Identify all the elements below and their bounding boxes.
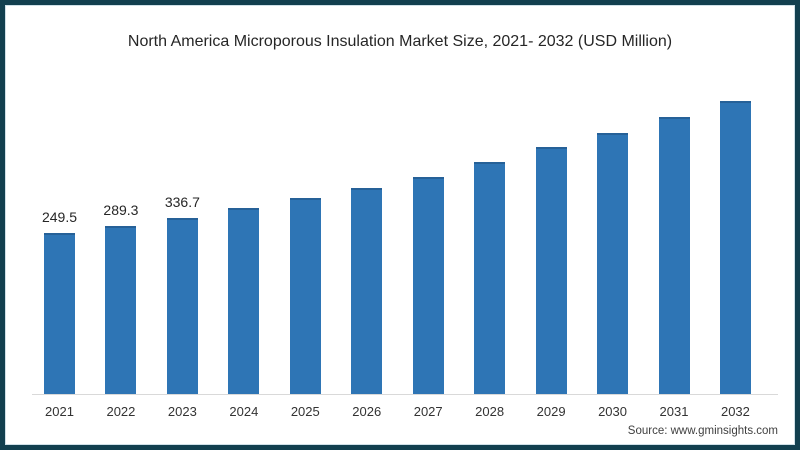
bar-2032 [719, 101, 751, 394]
x-tick-2022: 2022 [106, 404, 136, 419]
x-tick-2023: 2023 [167, 404, 197, 419]
x-tick-2025: 2025 [290, 404, 320, 419]
bar-2026 [351, 188, 383, 394]
x-tick-2030: 2030 [598, 404, 627, 419]
data-label-2022: 289.3 [103, 202, 139, 218]
bar-2029 [535, 147, 567, 394]
bar-2027 [412, 177, 444, 394]
bar-2025 [289, 198, 321, 394]
x-tick-2031: 2031 [659, 404, 689, 419]
bar-2024 [228, 208, 260, 394]
x-tick-2021: 2021 [45, 404, 74, 419]
x-tick-2029: 2029 [536, 404, 566, 419]
x-tick-2028: 2028 [475, 404, 505, 419]
source-attribution: Source: www.gminsights.com [627, 425, 778, 437]
chart-title: North America Microporous Insulation Mar… [127, 33, 673, 50]
bar-2031 [658, 117, 690, 394]
x-tick-2027: 2027 [413, 404, 443, 419]
x-tick-2024: 2024 [229, 404, 259, 419]
data-label-2023: 336.7 [164, 194, 200, 210]
bar-2030 [597, 133, 629, 394]
x-tick-2032: 2032 [720, 404, 750, 419]
bar-2021 [44, 233, 75, 394]
bar-2022 [105, 226, 137, 394]
x-tick-2026: 2026 [352, 404, 382, 419]
bar-2028 [474, 162, 506, 394]
data-label-2021: 249.5 [41, 209, 78, 225]
bar-2023 [166, 218, 198, 394]
x-axis-line [32, 394, 778, 395]
